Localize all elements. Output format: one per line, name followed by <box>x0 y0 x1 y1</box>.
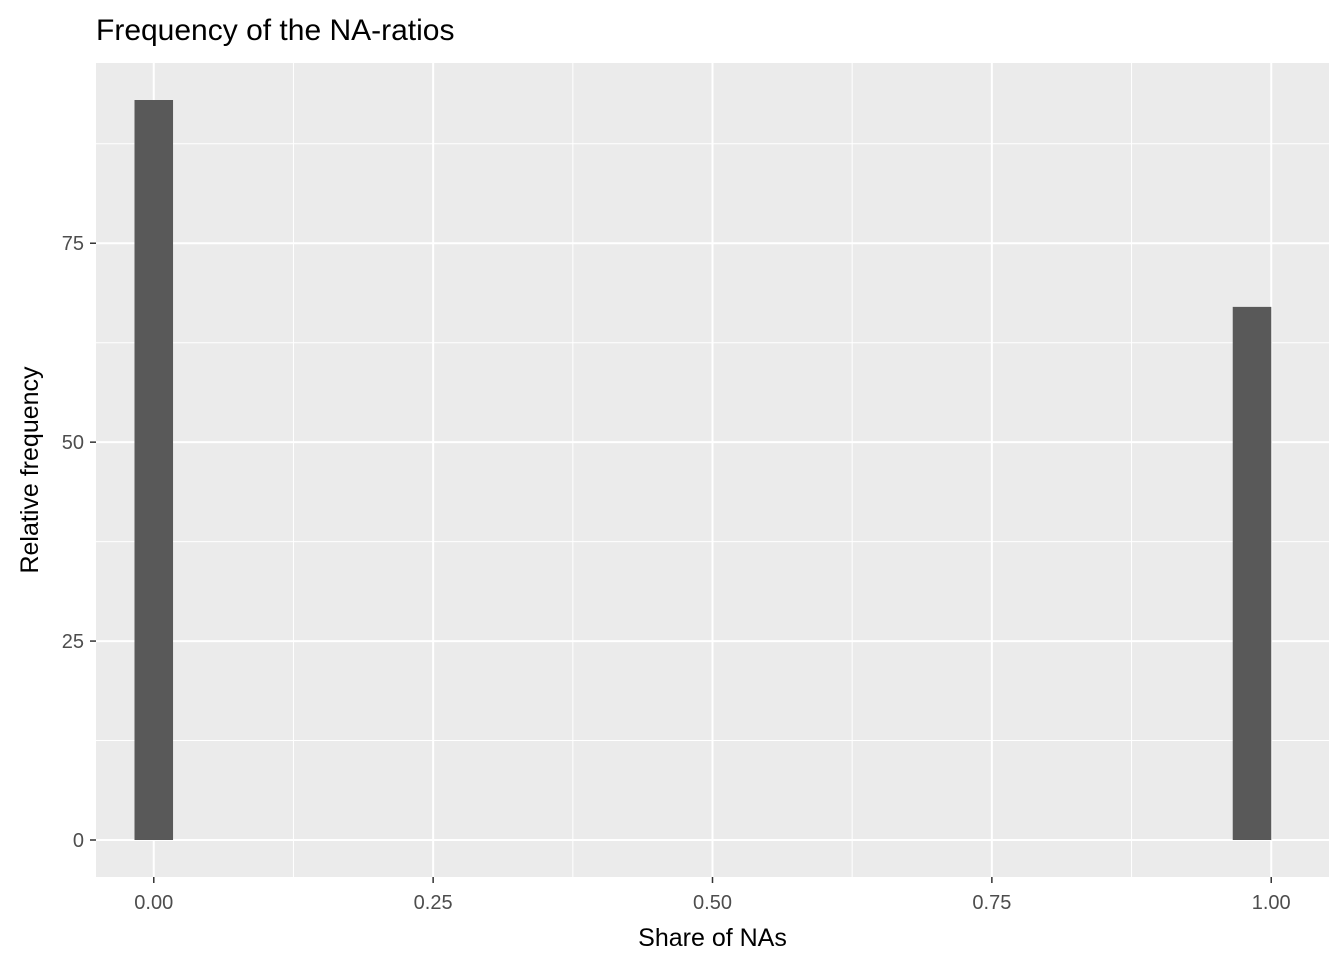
chart-title: Frequency of the NA-ratios <box>96 14 455 47</box>
y-axis-title: Relative frequency <box>16 366 44 574</box>
x-tick-label: 1.00 <box>1252 892 1291 914</box>
x-tick-label: 0.25 <box>414 892 453 914</box>
y-tick-label: 25 <box>62 631 84 653</box>
y-tick-label: 75 <box>62 233 84 255</box>
x-tick-label: 0.00 <box>134 892 173 914</box>
histogram-bar <box>134 100 173 840</box>
histogram-bar <box>1233 307 1272 840</box>
x-tick-label: 0.50 <box>693 892 732 914</box>
y-axis: 0 25 50 75 <box>62 233 96 852</box>
x-axis: 0.00 0.25 0.50 0.75 1.00 <box>134 877 1290 914</box>
y-tick-label: 0 <box>73 830 84 852</box>
x-axis-title: Share of NAs <box>638 924 787 952</box>
x-tick-label: 0.75 <box>972 892 1011 914</box>
y-tick-label: 50 <box>62 432 84 454</box>
